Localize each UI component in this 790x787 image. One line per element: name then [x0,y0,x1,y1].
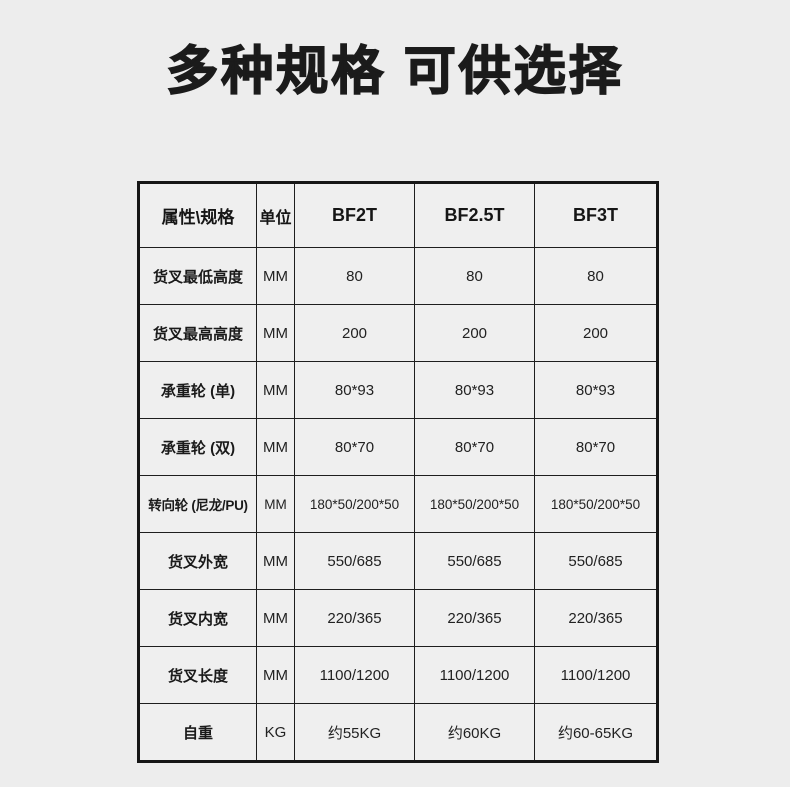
unit-cell: MM [256,304,295,362]
value-cell: 80 [534,247,658,305]
value-cell: 80*93 [414,361,535,419]
unit-cell: MM [256,418,295,476]
row-label-cell: 货叉最高高度 [138,304,257,362]
value-cell: 550/685 [534,532,658,590]
table-row: 货叉长度 MM 1100/1200 1100/1200 1100/1200 [138,646,658,704]
table-row: 承重轮 (双) MM 80*70 80*70 80*70 [138,418,658,476]
table-row: 自重 KG 约55KG 约60KG 约60-65KG [138,703,658,762]
value-cell: 220/365 [534,589,658,647]
row-label-cell: 货叉长度 [138,646,257,704]
header-cell-model-bf2t: BF2T [294,182,415,248]
table-header-row: 属性\规格 单位 BF2T BF2.5T BF3T [138,182,658,248]
value-cell: 200 [294,304,415,362]
header-cell-model-bf2-5t: BF2.5T [414,182,535,248]
value-cell: 80 [294,247,415,305]
value-cell: 550/685 [414,532,535,590]
unit-cell: MM [256,646,295,704]
value-cell: 1100/1200 [534,646,658,704]
row-label-cell: 货叉外宽 [138,532,257,590]
value-cell: 80*70 [294,418,415,476]
value-cell: 200 [414,304,535,362]
table-row: 承重轮 (单) MM 80*93 80*93 80*93 [138,361,658,419]
unit-cell: MM [256,475,295,533]
value-cell: 180*50/200*50 [534,475,658,533]
unit-cell: MM [256,589,295,647]
value-cell: 约60-65KG [534,703,658,762]
table-row: 货叉最低高度 MM 80 80 80 [138,247,658,305]
value-cell: 180*50/200*50 [294,475,415,533]
unit-cell: MM [256,361,295,419]
value-cell: 约60KG [414,703,535,762]
spec-table: 属性\规格 单位 BF2T BF2.5T BF3T 货叉最低高度 MM 80 8… [137,181,659,763]
value-cell: 80*70 [534,418,658,476]
row-label-cell: 转向轮 (尼龙/PU) [138,475,257,533]
value-cell: 180*50/200*50 [414,475,535,533]
value-cell: 550/685 [294,532,415,590]
unit-cell: MM [256,532,295,590]
row-label-cell: 承重轮 (单) [138,361,257,419]
value-cell: 1100/1200 [414,646,535,704]
table-row: 货叉外宽 MM 550/685 550/685 550/685 [138,532,658,590]
table-row: 货叉最高高度 MM 200 200 200 [138,304,658,362]
value-cell: 80*93 [534,361,658,419]
unit-cell: MM [256,247,295,305]
unit-cell: KG [256,703,295,762]
value-cell: 200 [534,304,658,362]
table-row: 货叉内宽 MM 220/365 220/365 220/365 [138,589,658,647]
header-cell-attribute: 属性\规格 [138,182,257,248]
table-row: 转向轮 (尼龙/PU) MM 180*50/200*50 180*50/200*… [138,475,658,533]
value-cell: 80 [414,247,535,305]
row-label-cell: 自重 [138,703,257,762]
header-cell-unit: 单位 [256,182,295,248]
header-cell-model-bf3t: BF3T [534,182,658,248]
value-cell: 220/365 [294,589,415,647]
value-cell: 1100/1200 [294,646,415,704]
row-label-cell: 货叉内宽 [138,589,257,647]
value-cell: 80*70 [414,418,535,476]
value-cell: 约55KG [294,703,415,762]
row-label-cell: 货叉最低高度 [138,247,257,305]
value-cell: 80*93 [294,361,415,419]
page-title: 多种规格 可供选择 [166,42,624,102]
row-label-cell: 承重轮 (双) [138,418,257,476]
value-cell: 220/365 [414,589,535,647]
